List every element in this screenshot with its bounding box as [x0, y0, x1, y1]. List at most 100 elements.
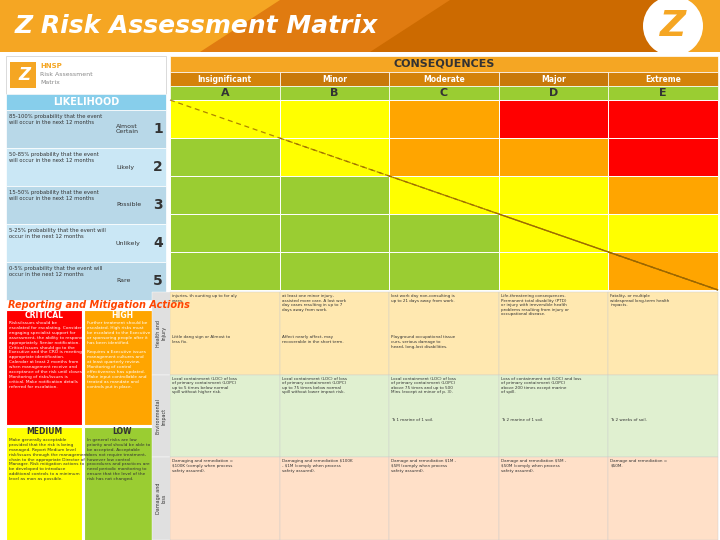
Polygon shape	[200, 0, 560, 52]
Bar	[499, 375, 608, 457]
Bar	[390, 375, 499, 457]
Text: Damage and remediation =
$50M.: Damage and remediation = $50M.	[611, 460, 667, 468]
Bar	[10, 62, 36, 88]
Text: Damage and
loss: Damage and loss	[156, 483, 166, 515]
Bar	[6, 110, 166, 148]
Text: 0-5% probability that the event will
occur in the next 12 months: 0-5% probability that the event will occ…	[9, 266, 102, 277]
Text: 15-50% probability that the event
will occur in the next 12 months: 15-50% probability that the event will o…	[9, 190, 99, 201]
Text: To 1 marine of 1 soil.: To 1 marine of 1 soil.	[391, 418, 433, 422]
Text: In general risks are low
priority and should be able to
be accepted. Acceptable
: In general risks are low priority and sh…	[87, 438, 150, 481]
Bar	[279, 375, 390, 457]
Text: Risk Assessment: Risk Assessment	[40, 71, 93, 77]
Bar	[279, 176, 390, 214]
Bar	[499, 457, 608, 540]
Bar	[499, 292, 608, 375]
Text: LIKELIHOOD: LIKELIHOOD	[53, 97, 119, 107]
Bar	[170, 100, 279, 138]
Text: Z Risk Assessment Matrix: Z Risk Assessment Matrix	[15, 14, 378, 38]
Bar	[170, 56, 718, 72]
Bar	[152, 457, 170, 540]
Text: 50-85% probability that the event
will occur in the next 12 months: 50-85% probability that the event will o…	[9, 152, 99, 163]
Text: Major: Major	[541, 75, 566, 84]
Bar	[608, 375, 718, 457]
Bar	[390, 138, 499, 176]
Text: injuries, th ounting up to for aly
cares.: injuries, th ounting up to for aly cares…	[172, 294, 237, 302]
Bar	[279, 138, 390, 176]
Text: at least one minor injury,
assisted more care. A lost work
day cases resulting i: at least one minor injury, assisted more…	[282, 294, 346, 312]
Text: Z: Z	[660, 9, 686, 43]
Text: Environmental
Impact: Environmental Impact	[156, 398, 166, 434]
Bar	[608, 214, 718, 252]
Text: E: E	[660, 88, 667, 98]
Text: HIGH: HIGH	[111, 310, 133, 320]
Text: Insignificant: Insignificant	[198, 75, 252, 84]
Bar	[279, 86, 390, 100]
Text: Possible: Possible	[116, 202, 141, 207]
Bar	[390, 252, 499, 290]
Bar	[499, 86, 608, 100]
Bar	[390, 292, 499, 375]
Text: C: C	[440, 88, 448, 98]
Bar	[170, 375, 279, 457]
Bar	[279, 72, 390, 86]
Text: Affect nearly affect, may
recoverable in the short term.: Affect nearly affect, may recoverable in…	[282, 335, 343, 344]
Bar	[170, 138, 279, 176]
Bar	[0, 0, 720, 52]
Bar	[390, 176, 499, 214]
Bar	[279, 292, 390, 375]
Text: 2: 2	[153, 160, 163, 174]
Text: Unlikely: Unlikely	[116, 240, 141, 246]
Text: To 2 marine of 1 soil.: To 2 marine of 1 soil.	[501, 418, 543, 422]
Bar	[499, 176, 608, 214]
Text: 5-25% probability that the event will
occur in the next 12 months: 5-25% probability that the event will oc…	[9, 228, 106, 239]
Text: Loss of containment not (LOC) and loss
of primary containment (LOPC)
above 200 t: Loss of containment not (LOC) and loss o…	[501, 377, 581, 394]
Text: 3: 3	[153, 198, 163, 212]
Text: Make generally acceptable
provided that the risk is being
managed. Report Medium: Make generally acceptable provided that …	[9, 438, 88, 481]
Bar	[390, 457, 499, 540]
Text: Little dang sign or Almost to
less fix.: Little dang sign or Almost to less fix.	[172, 335, 230, 344]
Text: MEDIUM: MEDIUM	[26, 428, 62, 436]
Text: Extreme: Extreme	[645, 75, 681, 84]
Bar	[279, 252, 390, 290]
Text: HNSP: HNSP	[40, 63, 62, 69]
Bar	[279, 457, 390, 540]
Bar	[152, 292, 170, 375]
Bar	[499, 100, 608, 138]
Bar	[390, 72, 499, 86]
Text: LOW: LOW	[112, 428, 132, 436]
Text: Life-threatening consequences.
Permanent total disability (PTD)
or injury with i: Life-threatening consequences. Permanent…	[501, 294, 569, 316]
Text: Moderate: Moderate	[423, 75, 465, 84]
Bar	[6, 427, 82, 540]
Text: B: B	[330, 88, 338, 98]
Text: Matrix: Matrix	[40, 79, 60, 84]
Text: A: A	[220, 88, 229, 98]
Text: To 2 weeks of soil.: To 2 weeks of soil.	[611, 418, 647, 422]
Text: Risks/issues should be
escalated for escalating. Consider
engaging specialist su: Risks/issues should be escalated for esc…	[9, 321, 84, 389]
Bar	[608, 457, 718, 540]
Text: lost work day non-consulting is
up to 21 days away from work.: lost work day non-consulting is up to 21…	[391, 294, 455, 302]
Bar	[170, 214, 279, 252]
Text: Likely: Likely	[116, 165, 134, 170]
Text: Damage and remediation $1M -
$5M (comply when process
safety assured).: Damage and remediation $1M - $5M (comply…	[391, 460, 456, 472]
Text: Further treatment should be
escalated. High risks must
be escalated to the Execu: Further treatment should be escalated. H…	[87, 321, 150, 389]
Bar	[608, 292, 718, 375]
Text: Damaging and remediation =
$100K (comply when process
safety assured).: Damaging and remediation = $100K (comply…	[172, 460, 233, 472]
Text: Playground occupational tissue
curs, serious damage to
heard, long-lost disabili: Playground occupational tissue curs, ser…	[391, 335, 455, 348]
Bar	[84, 310, 160, 425]
Bar	[6, 186, 166, 224]
Text: Local containment (LOC) of loss
of primary containment (LOPC)
up to 5 times belo: Local containment (LOC) of loss of prima…	[172, 377, 237, 394]
Bar	[390, 214, 499, 252]
Text: 85-100% probability that the event
will occur in the next 12 months: 85-100% probability that the event will …	[9, 114, 102, 125]
Bar	[390, 100, 499, 138]
Bar	[6, 262, 166, 300]
Text: Almost
Certain: Almost Certain	[116, 124, 139, 134]
Text: Damage and remediation $5M -
$50M (comply when process
safety assured).: Damage and remediation $5M - $50M (compl…	[501, 460, 566, 472]
Text: Health and
Injury: Health and Injury	[156, 320, 166, 347]
Text: Reporting and Mitigation Actions: Reporting and Mitigation Actions	[8, 300, 190, 310]
Text: D: D	[549, 88, 558, 98]
Text: Minor: Minor	[322, 75, 347, 84]
Bar	[152, 375, 170, 457]
Text: 4: 4	[153, 236, 163, 250]
Bar	[6, 224, 166, 262]
Bar	[170, 176, 279, 214]
